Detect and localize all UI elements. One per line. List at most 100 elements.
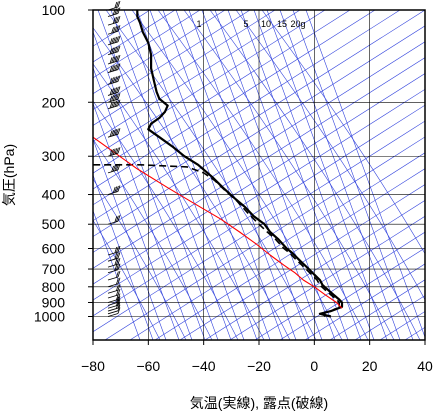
barb-flag — [112, 17, 116, 24]
barb-flag — [116, 246, 119, 253]
barb-flag — [116, 128, 119, 135]
dry-adiabat — [93, 10, 376, 190]
barb-flag — [116, 271, 119, 278]
mixing-ratio-line — [162, 10, 284, 340]
y-tick-label: 200 — [42, 94, 66, 110]
barb-shaft — [107, 69, 119, 73]
barb-flag — [114, 87, 118, 94]
barb-shaft — [107, 152, 119, 157]
mixing-ratio-labels: 1 5 10 15 20g — [196, 19, 305, 29]
barb-flag — [111, 101, 114, 108]
wind-barb — [107, 288, 121, 299]
barb-flag — [112, 26, 116, 33]
barb-shaft — [107, 169, 119, 174]
barb-flag — [114, 94, 118, 101]
dry-adiabat — [93, 10, 151, 47]
dry-adiabat — [279, 247, 425, 340]
barb-flag — [109, 88, 113, 95]
wind-barb — [107, 185, 121, 195]
moist-adiabat — [157, 10, 369, 340]
barb-flag — [117, 86, 121, 93]
dry-adiabat — [93, 25, 425, 237]
barb-flag — [109, 95, 113, 102]
barb-flag — [116, 63, 119, 71]
barb-flag — [117, 54, 121, 62]
dry-adiabat — [229, 215, 425, 340]
barb-shaft — [107, 294, 119, 299]
barb-shaft — [107, 30, 119, 35]
barb-flag — [117, 299, 121, 306]
barb-flag — [109, 102, 113, 109]
y-tick-label: 500 — [42, 216, 66, 232]
wind-barb — [107, 35, 121, 46]
x-axis-title: 気温(実線), 露点(破線) — [190, 395, 328, 411]
sounding-series — [93, 10, 344, 318]
barb-flag — [114, 264, 118, 271]
mixing-ratio-line — [123, 10, 245, 340]
barb-shaft — [107, 98, 119, 103]
barb-shaft — [107, 51, 119, 56]
y-tick-label: 900 — [42, 294, 66, 310]
barb-flag — [116, 284, 119, 291]
barb-shaft — [107, 191, 119, 195]
barb-flag — [114, 100, 118, 107]
dry-adiabat — [93, 10, 251, 110]
barb-flag — [109, 48, 113, 55]
mixing-ratio-line — [227, 10, 349, 340]
barb-flag — [117, 63, 121, 70]
mixing-ratio-line — [305, 10, 425, 339]
barb-flag — [116, 278, 119, 285]
barb-flag — [114, 64, 118, 71]
dry-adiabat — [93, 10, 201, 79]
wind-barb — [107, 147, 121, 157]
barb-flag — [117, 147, 121, 154]
barb-flag — [112, 148, 116, 155]
barb-shaft — [107, 257, 119, 262]
moist-adiabat — [93, 138, 213, 340]
dry-adiabat — [93, 10, 276, 126]
dry-adiabat — [93, 41, 425, 253]
barb-flag — [112, 94, 116, 101]
mixing-ratio-line — [93, 66, 193, 340]
barb-shaft — [107, 133, 119, 138]
dry-adiabat — [104, 136, 425, 340]
barb-flag — [116, 258, 119, 265]
barb-shaft — [107, 13, 119, 17]
mixing-ratio-line — [214, 10, 336, 340]
barb-flag — [117, 245, 121, 253]
y-axis-title: 気圧(hPa) — [1, 144, 17, 206]
wind-barb — [107, 25, 121, 35]
barb-flag — [111, 37, 114, 44]
barb-flag — [111, 77, 114, 84]
barb-flag — [117, 215, 121, 222]
moist-adiabat — [235, 10, 425, 301]
wind-barb — [107, 245, 121, 256]
barb-flag — [112, 129, 116, 136]
barb-flag — [116, 289, 119, 296]
dry-adiabat — [93, 104, 425, 317]
mixing-ratio-line — [110, 10, 232, 340]
barb-flag — [116, 7, 119, 15]
wind-barb — [107, 75, 121, 85]
mixing-ratio-label: 10 — [261, 19, 271, 29]
barb-flag — [112, 87, 116, 95]
y-tick-label: 700 — [42, 261, 66, 277]
mixing-ratio-label: 15 — [277, 19, 287, 29]
x-tick-label: −80 — [81, 358, 105, 374]
dry-adiabat — [93, 10, 226, 95]
moist-adiabat — [183, 10, 395, 340]
mixing-ratio-line — [253, 10, 375, 340]
barb-flag — [117, 185, 121, 192]
mixing-ratio-line — [175, 10, 297, 340]
barb-flag — [117, 288, 121, 296]
barb-flag — [111, 95, 114, 102]
dry-adiabat — [129, 152, 425, 340]
barb-shaft — [107, 283, 119, 288]
barb-flag — [117, 45, 121, 52]
wind-barbs — [107, 0, 121, 317]
dry-adiabat — [93, 10, 326, 158]
barb-shaft — [107, 307, 119, 312]
barb-shaft — [107, 92, 119, 96]
barb-flag — [116, 36, 119, 43]
